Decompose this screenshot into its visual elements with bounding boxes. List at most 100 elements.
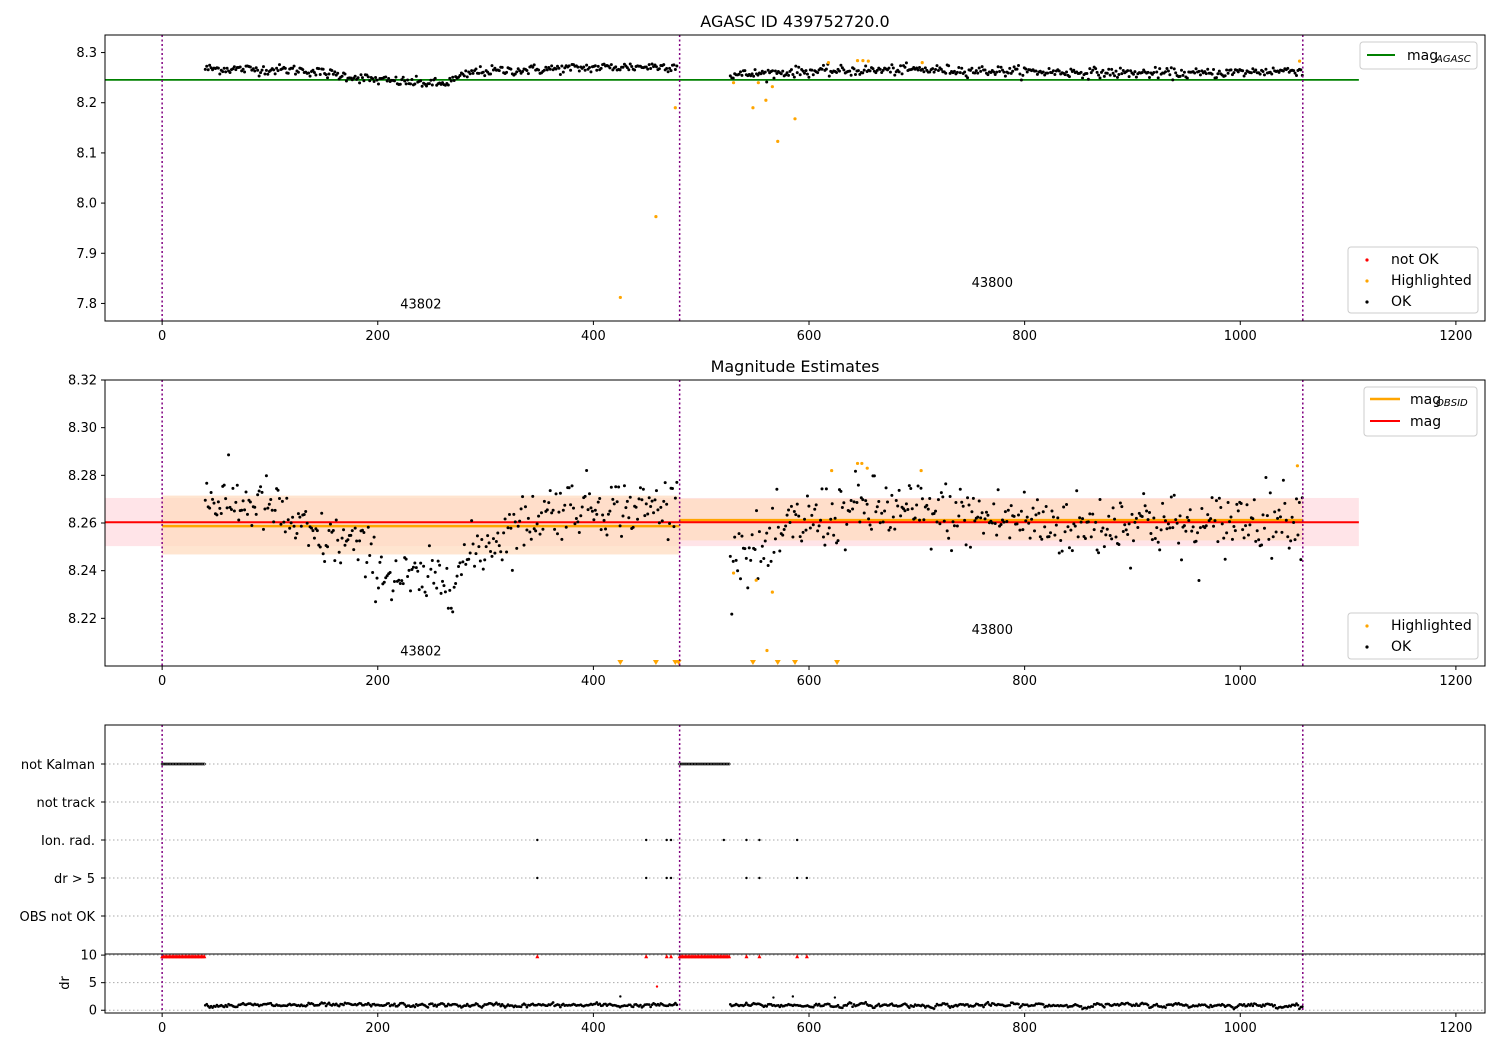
ok-point	[1069, 528, 1073, 532]
top-y-tick-label: 8.2	[76, 96, 97, 111]
ok-point	[1006, 71, 1010, 75]
ok-point	[1276, 516, 1280, 520]
ok-point	[542, 499, 546, 503]
ok-point	[663, 481, 667, 485]
ok-point	[528, 530, 532, 534]
ok-point	[1067, 75, 1071, 79]
ok-point	[621, 514, 625, 518]
ok-point	[227, 453, 231, 457]
dr-capped-marker	[804, 954, 809, 959]
ok-point	[827, 74, 831, 78]
dr-y-tick-label: 10	[80, 949, 97, 964]
ok-point	[820, 67, 824, 71]
flag-point	[707, 762, 711, 766]
ok-point	[503, 517, 507, 521]
ok-point	[1057, 551, 1061, 555]
ok-point	[891, 66, 895, 70]
ok-point	[1126, 532, 1130, 536]
ok-point	[789, 68, 793, 72]
ok-point	[430, 558, 434, 562]
ok-point	[542, 68, 546, 72]
ok-point	[563, 66, 567, 70]
ok-point	[1178, 74, 1182, 78]
ok-point	[301, 68, 305, 72]
ok-point	[973, 519, 977, 523]
dr-point	[324, 1004, 328, 1008]
ok-point	[945, 529, 949, 533]
ok-point	[570, 484, 574, 488]
ok-point	[1289, 539, 1293, 543]
ok-point	[1242, 74, 1246, 78]
top-y-tick-label: 7.9	[76, 247, 97, 262]
dr-point	[1273, 1003, 1277, 1007]
ok-point	[666, 538, 670, 542]
flag-point	[705, 762, 709, 766]
ok-point	[455, 574, 459, 578]
ok-point	[1035, 498, 1039, 502]
ok-point	[468, 551, 472, 555]
ok-point	[470, 519, 474, 523]
ok-point	[317, 67, 321, 71]
ok-point	[881, 520, 885, 524]
ok-point	[589, 506, 593, 510]
ok-point	[653, 498, 657, 502]
top-axes-frame	[104, 34, 1486, 322]
legend-label-mag-obsid: mag	[1410, 392, 1441, 408]
dr-point	[235, 1005, 239, 1009]
ok-point	[299, 524, 303, 528]
ok-point	[1164, 70, 1167, 74]
ok-point	[1299, 558, 1303, 562]
ok-point	[371, 77, 375, 81]
dr-point	[989, 1004, 993, 1007]
ok-point	[1145, 509, 1149, 513]
ok-point	[1033, 529, 1037, 533]
ok-point	[955, 524, 959, 528]
ok-point	[291, 66, 295, 70]
ok-point	[750, 72, 754, 76]
ok-point	[1137, 511, 1141, 515]
dr-point	[986, 1000, 990, 1004]
dr-x-tick-label: 800	[1012, 1021, 1037, 1036]
ok-point	[304, 509, 308, 513]
ok-point	[915, 503, 919, 507]
ok-point	[654, 489, 658, 493]
ok-point	[577, 69, 581, 73]
mid-y-tick-label: 8.26	[68, 517, 97, 532]
flag-point	[697, 762, 700, 766]
dr-axes-frame	[104, 953, 1486, 1014]
ok-point	[1257, 538, 1261, 542]
ok-point	[400, 78, 404, 82]
ok-point	[740, 73, 744, 77]
ok-point	[1118, 66, 1122, 70]
ok-point	[513, 72, 517, 76]
ok-point	[805, 494, 809, 498]
dr-x-ticks: 0 200 400 600 800 1000 1200	[158, 1013, 1472, 1036]
ok-point	[1152, 71, 1156, 75]
ok-point	[346, 538, 350, 542]
ok-point	[1065, 503, 1069, 507]
ok-point	[225, 66, 229, 70]
ok-point	[307, 71, 311, 75]
ok-point	[736, 569, 740, 573]
ok-point	[403, 79, 407, 83]
ok-point	[1262, 73, 1266, 77]
dr-x-tick-label: 1000	[1224, 1021, 1257, 1036]
ok-point	[312, 536, 316, 540]
flag-category-label: Ion. rad.	[41, 834, 95, 849]
ok-point	[458, 73, 462, 77]
ok-point	[1051, 515, 1055, 519]
ok-point	[804, 69, 808, 73]
ok-point	[489, 550, 493, 554]
ok-point	[960, 66, 964, 70]
ok-point	[609, 63, 613, 67]
dr-point	[1270, 1003, 1274, 1006]
ok-point	[339, 561, 343, 565]
ok-point	[1003, 74, 1007, 78]
dr-point	[1133, 1004, 1137, 1008]
ok-point	[369, 542, 373, 546]
highlighted-point	[920, 60, 924, 65]
ok-point	[360, 76, 364, 80]
flag-point	[163, 762, 167, 766]
ok-point	[1102, 74, 1106, 78]
